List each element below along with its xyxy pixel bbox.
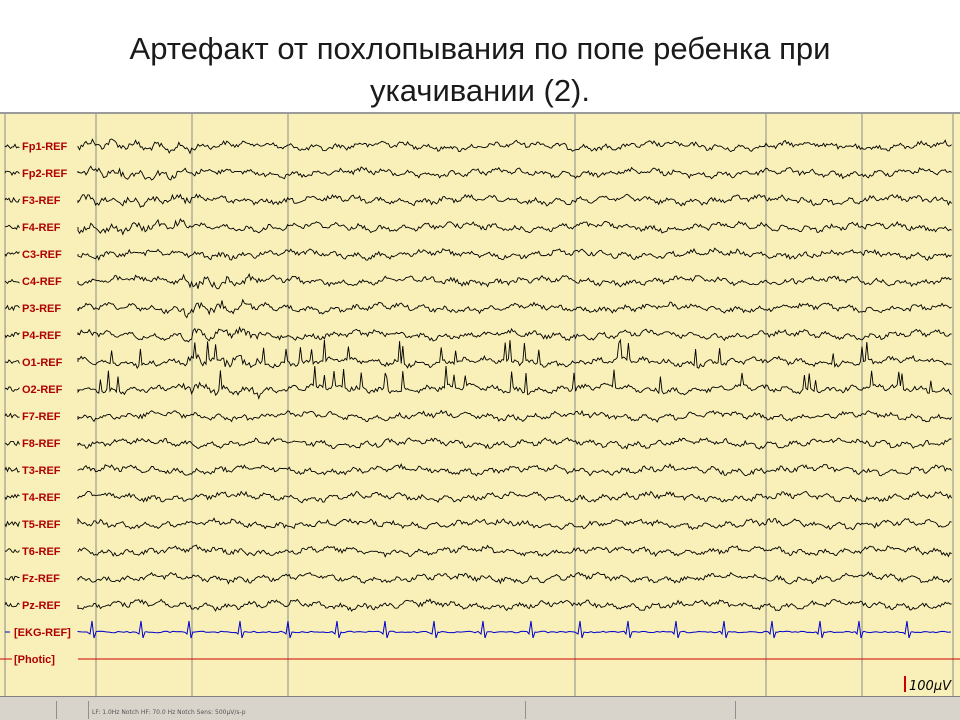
eeg-trace [4,165,952,181]
channel-label-f3-ref: F3-REF [22,195,61,207]
eeg-trace [4,490,952,504]
channel-label-o2-ref: O2-REF [22,384,63,396]
channel-label-c4-ref: C4-REF [22,276,62,288]
eeg-trace [4,544,952,558]
slide-title: Артефакт от похлопывания по попе ребенка… [129,31,831,108]
time-grid [4,114,954,696]
channel-label-fz-ref: Fz-REF [22,573,60,585]
eeg-trace [4,338,952,370]
channel-label-photic: [Photic] [14,654,55,666]
scale-label: 100µV [909,679,952,694]
amplitude-scale: 100µV [904,676,952,694]
channel-label-p4-ref: P4-REF [22,330,61,342]
ekg-trace [5,620,952,639]
eeg-trace [4,517,952,531]
channel-label-fp2-ref: Fp2-REF [22,168,68,180]
status-separator [525,701,526,719]
status-separator [88,701,89,719]
channel-label-t5-ref: T5-REF [22,519,61,531]
eeg-trace [4,298,952,319]
channel-label-t6-ref: T6-REF [22,546,61,558]
channel-label-fp1-ref: Fp1-REF [22,141,68,153]
status-separator [735,701,736,719]
channel-label-f8-ref: F8-REF [22,438,61,450]
eeg-trace [4,409,952,423]
eeg-trace [4,571,952,585]
channel-traces [0,138,960,660]
status-bar: LF: 1.0Hz Notch HF: 70.0 Hz Notch Sens: … [0,696,960,720]
channel-label-c3-ref: C3-REF [22,249,62,261]
eeg-trace [4,217,952,236]
eeg-recording-panel: Fp1-REF Fp2-REF F3-REF F4-REF C3-REF C4-REF P3… [0,112,960,696]
eeg-trace [4,462,952,477]
eeg-trace [4,247,952,261]
channel-label-p3-ref: P3-REF [22,303,61,315]
eeg-trace [4,365,952,400]
eeg-trace [4,598,952,612]
eeg-trace [4,326,952,343]
channel-label-t3-ref: T3-REF [22,465,61,477]
channel-label-f7-ref: F7-REF [22,411,61,423]
channel-labels: Fp1-REF Fp2-REF F3-REF F4-REF C3-REF C4-REF P3… [14,141,71,666]
eeg-trace [4,193,952,208]
eeg-traces: Fp1-REF Fp2-REF F3-REF F4-REF C3-REF C4-REF P3… [0,114,960,696]
channel-label-o1-ref: O1-REF [22,357,63,369]
eeg-trace [4,437,952,450]
channel-label-ekg-ref: [EKG-REF] [14,627,71,639]
status-separator [56,701,57,719]
channel-label-t4-ref: T4-REF [22,492,61,504]
eeg-trace [4,272,952,290]
eeg-trace [4,138,952,155]
status-text: LF: 1.0Hz Notch HF: 70.0 Hz Notch Sens: … [92,709,246,716]
channel-label-f4-ref: F4-REF [22,222,61,234]
channel-label-pz-ref: Pz-REF [22,600,61,612]
